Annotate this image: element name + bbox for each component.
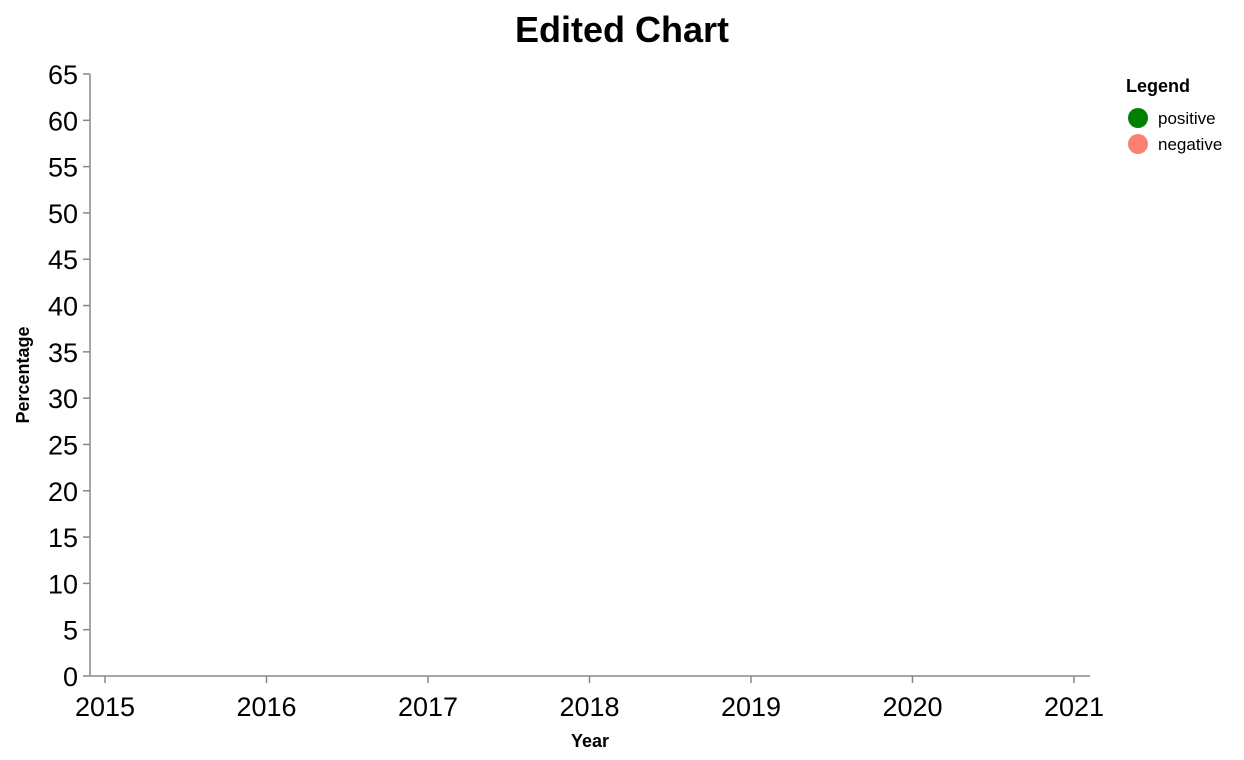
y-tick-label: 10 — [48, 569, 78, 599]
chart-title: Edited Chart — [515, 9, 729, 50]
x-tick-label: 2016 — [236, 692, 296, 722]
y-tick-label: 40 — [48, 292, 78, 322]
x-tick-label: 2018 — [559, 692, 619, 722]
y-tick-label: 15 — [48, 523, 78, 553]
x-tick-label: 2020 — [882, 692, 942, 722]
x-tick-label: 2019 — [721, 692, 781, 722]
legend-symbol-negative — [1128, 134, 1148, 154]
legend-title: Legend — [1126, 76, 1190, 96]
y-axis: 0 5 10 15 20 25 30 35 40 45 50 55 60 65 — [48, 60, 91, 692]
y-axis-title: Percentage — [13, 326, 33, 423]
x-axis: 2015 2016 2017 2018 2019 2020 2021 — [75, 675, 1104, 722]
legend: Legend positive negative — [1126, 76, 1222, 154]
y-tick-label: 50 — [48, 199, 78, 229]
y-tick-label: 35 — [48, 338, 78, 368]
y-tick-label: 55 — [48, 153, 78, 183]
y-tick-label: 65 — [48, 60, 78, 90]
y-tick-label: 45 — [48, 245, 78, 275]
x-tick-label: 2015 — [75, 692, 135, 722]
y-tick-label: 5 — [63, 616, 78, 646]
y-tick-label: 20 — [48, 477, 78, 507]
y-tick-label: 30 — [48, 384, 78, 414]
y-tick-label: 60 — [48, 106, 78, 136]
x-axis-title: Year — [571, 731, 609, 751]
y-tick-label: 25 — [48, 430, 78, 460]
x-tick-label: 2021 — [1044, 692, 1104, 722]
legend-label-positive: positive — [1158, 109, 1216, 128]
y-tick-label: 0 — [63, 662, 78, 692]
legend-label-negative: negative — [1158, 135, 1222, 154]
x-tick-label: 2017 — [398, 692, 458, 722]
legend-symbol-positive — [1128, 108, 1148, 128]
